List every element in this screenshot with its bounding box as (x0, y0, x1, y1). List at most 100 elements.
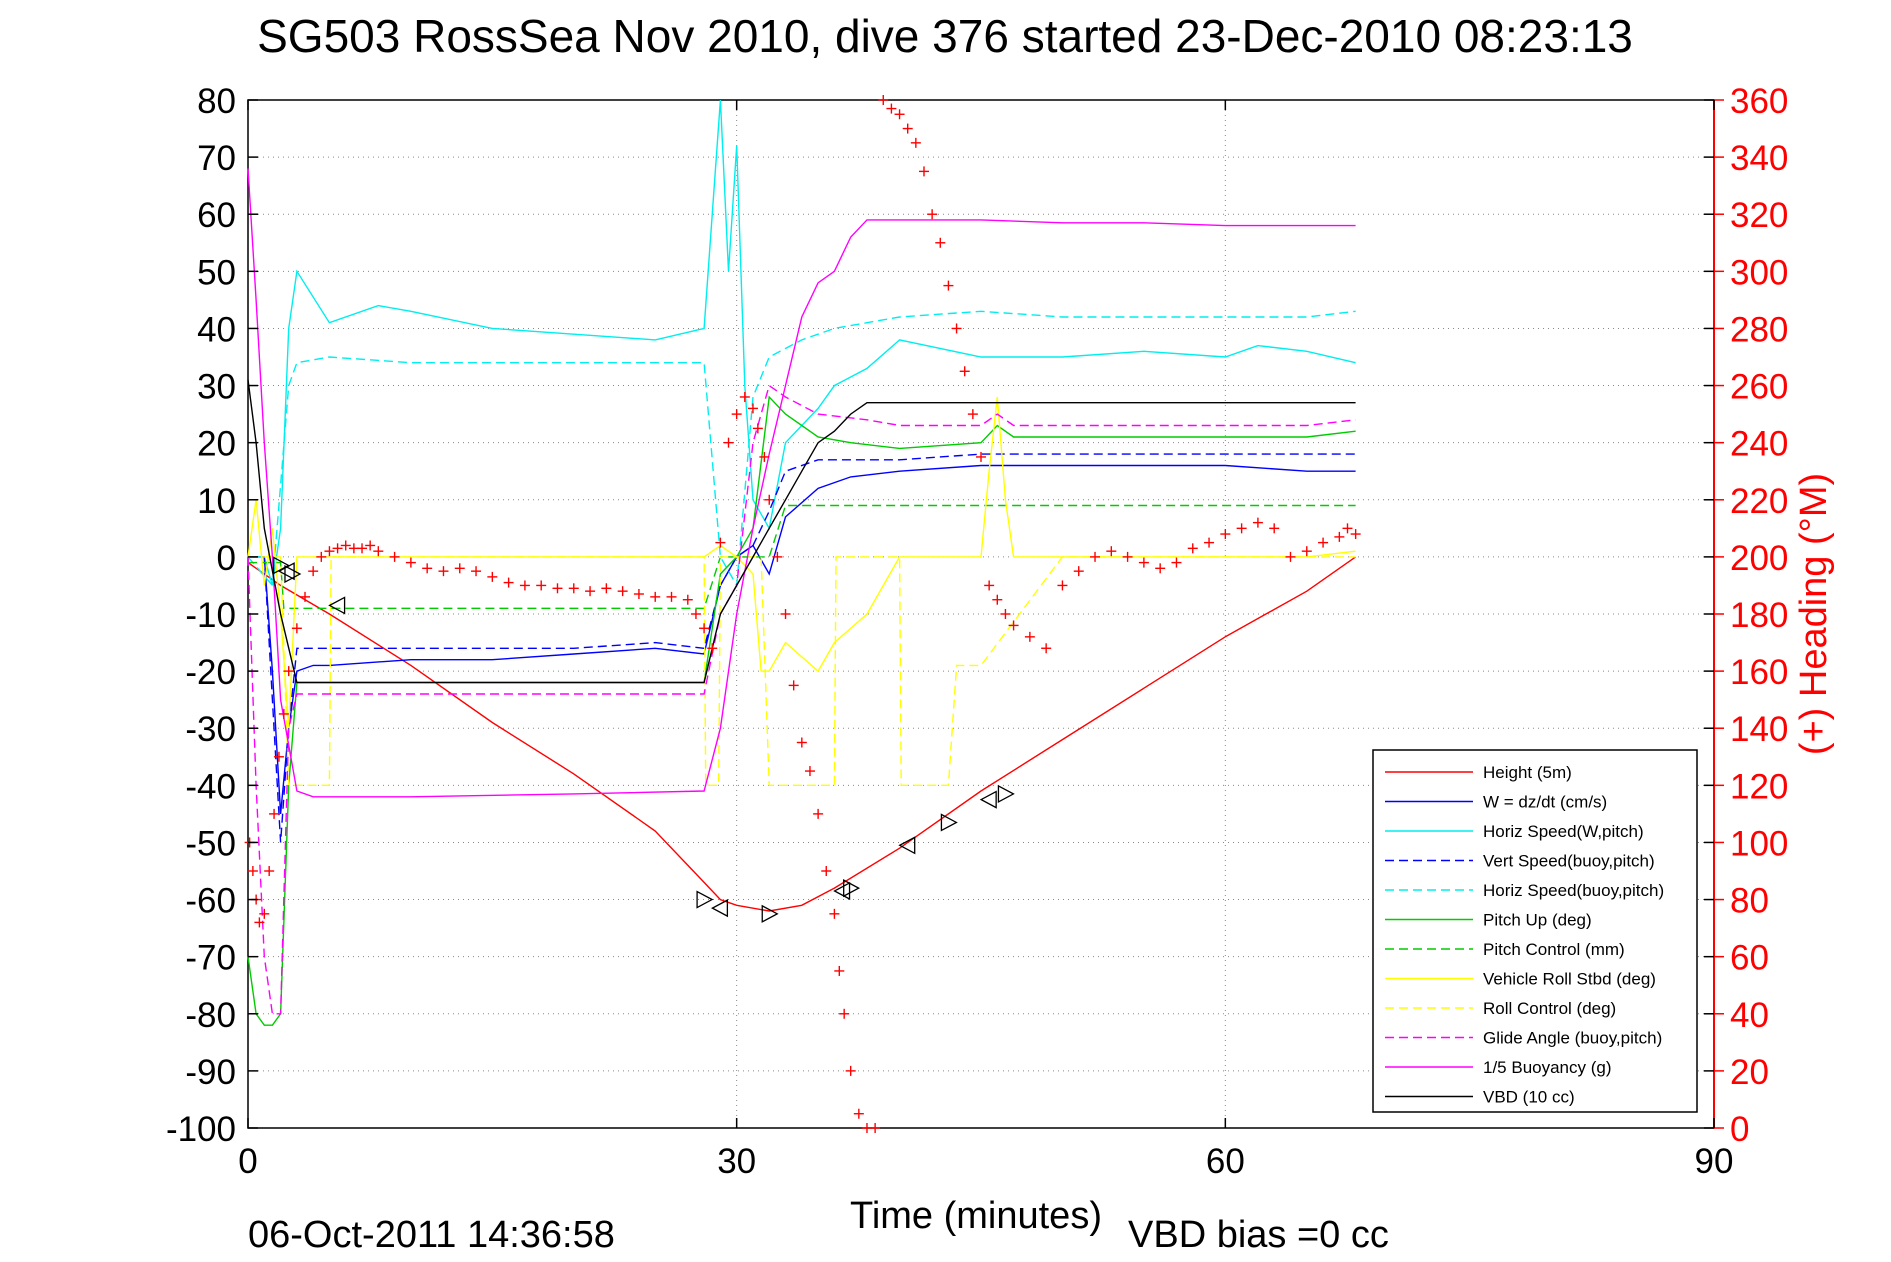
heading-marker (943, 280, 954, 291)
heading-marker (324, 546, 335, 557)
triangle-markers (272, 556, 1015, 923)
heading-marker (1236, 523, 1247, 534)
heading-marker (1301, 546, 1312, 557)
y-tick-label: -100 (166, 1110, 236, 1149)
heading-marker (845, 1065, 856, 1076)
right-axis-ticks: 3603403203002802602402202001801601401201… (1714, 82, 1788, 1149)
heading-marker (1155, 563, 1166, 574)
heading-marker (910, 137, 921, 148)
heading-marker (1122, 551, 1133, 562)
heading-marker (1090, 551, 1101, 562)
heading-marker (519, 580, 530, 591)
heading-marker (1138, 557, 1149, 568)
heading-marker (373, 546, 384, 557)
triangle-marker (833, 881, 851, 901)
heading-marker (1008, 620, 1019, 631)
heading-marker (503, 577, 514, 588)
triangle-marker (710, 899, 729, 918)
heading-marker (1073, 566, 1084, 577)
heading-marker (984, 580, 995, 591)
heading-marker (1106, 546, 1117, 557)
y2-tick-label: 340 (1730, 139, 1788, 178)
heading-marker (264, 866, 275, 876)
triangle-marker (696, 890, 714, 909)
y2-tick-label: 100 (1730, 824, 1788, 863)
heading-marker (1342, 523, 1353, 534)
heading-marker (1057, 580, 1068, 591)
heading-marker (723, 437, 734, 448)
heading-marker (389, 551, 400, 562)
series-line-2 (248, 99, 1356, 586)
legend-label: W = dz/dt (cm/s) (1483, 793, 1607, 812)
y2-tick-label: 40 (1730, 996, 1769, 1035)
legend-label: VBD (10 cc) (1483, 1088, 1575, 1107)
y2-tick-label: 80 (1730, 882, 1769, 921)
heading-marker (1269, 523, 1280, 534)
series-line-10 (247, 168, 1356, 798)
heading-marker (829, 908, 840, 919)
triangle-marker (328, 596, 346, 615)
y2-tick-label: 200 (1730, 539, 1788, 578)
heading-marker (247, 866, 258, 876)
x-tick-label: 60 (1206, 1142, 1245, 1181)
y-tick-label: -20 (185, 653, 236, 692)
legend-label: Height (5m) (1483, 763, 1572, 782)
x-tick-label: 0 (238, 1142, 257, 1181)
heading-marker (682, 594, 693, 605)
y-tick-label: -50 (185, 824, 236, 863)
legend-label: Vert Speed(buoy,pitch) (1483, 852, 1655, 871)
series-line-9 (247, 384, 1356, 1015)
y-tick-label: 70 (197, 139, 236, 178)
legend-label: Horiz Speed(W,pitch) (1483, 822, 1644, 841)
y-tick-label: -70 (185, 939, 236, 978)
heading-marker (633, 589, 644, 600)
heading-marker (269, 808, 280, 819)
heading-marker (804, 766, 815, 777)
heading-markers (244, 95, 1361, 1133)
heading-marker (1171, 557, 1182, 568)
heading-marker (471, 566, 482, 577)
heading-marker (707, 643, 718, 654)
heading-marker (951, 323, 962, 334)
heading-marker (752, 423, 763, 434)
heading-marker (278, 708, 289, 719)
triangle-marker (843, 879, 861, 898)
heading-marker (959, 366, 970, 377)
heading-marker (878, 95, 889, 105)
heading-marker (422, 563, 433, 574)
y-tick-label: -30 (185, 710, 236, 749)
legend-label: 1/5 Buoyancy (g) (1483, 1058, 1612, 1077)
heading-marker (927, 209, 938, 220)
y2-tick-label: 0 (1730, 1110, 1749, 1149)
right-axis-label: (+) Heading (°M) (1793, 473, 1835, 755)
y-tick-label: 40 (197, 310, 236, 349)
heading-marker (992, 594, 1003, 605)
heading-marker (357, 543, 368, 554)
heading-marker (690, 609, 701, 619)
triangle-marker (940, 813, 958, 832)
heading-marker (332, 543, 343, 554)
y2-tick-label: 360 (1730, 82, 1788, 121)
triangle-marker (979, 790, 997, 809)
y2-tick-label: 120 (1730, 767, 1788, 806)
legend-label: Pitch Control (mm) (1483, 940, 1625, 959)
chart-title: SG503 RossSea Nov 2010, dive 376 started… (257, 10, 1633, 62)
y-tick-label: -80 (185, 996, 236, 1035)
heading-marker (935, 237, 946, 248)
heading-marker (918, 166, 929, 177)
heading-marker (291, 623, 302, 634)
x-axis-ticks: 0 30 60 90 (238, 100, 1733, 1181)
heading-marker (283, 666, 294, 677)
series-line-4 (247, 310, 1356, 588)
heading-marker (536, 580, 547, 591)
heading-marker (1000, 609, 1011, 619)
heading-marker (759, 451, 770, 462)
legend: Height (5m) W = dz/dt (cm/s) Horiz Speed(W… (1372, 749, 1698, 1113)
series-layer (247, 99, 1357, 1026)
legend-label: Horiz Speed(buoy,pitch) (1483, 881, 1664, 900)
heading-marker (438, 566, 449, 577)
heading-marker (316, 551, 327, 562)
heading-marker (1041, 643, 1052, 654)
y-tick-label: -40 (185, 767, 236, 806)
